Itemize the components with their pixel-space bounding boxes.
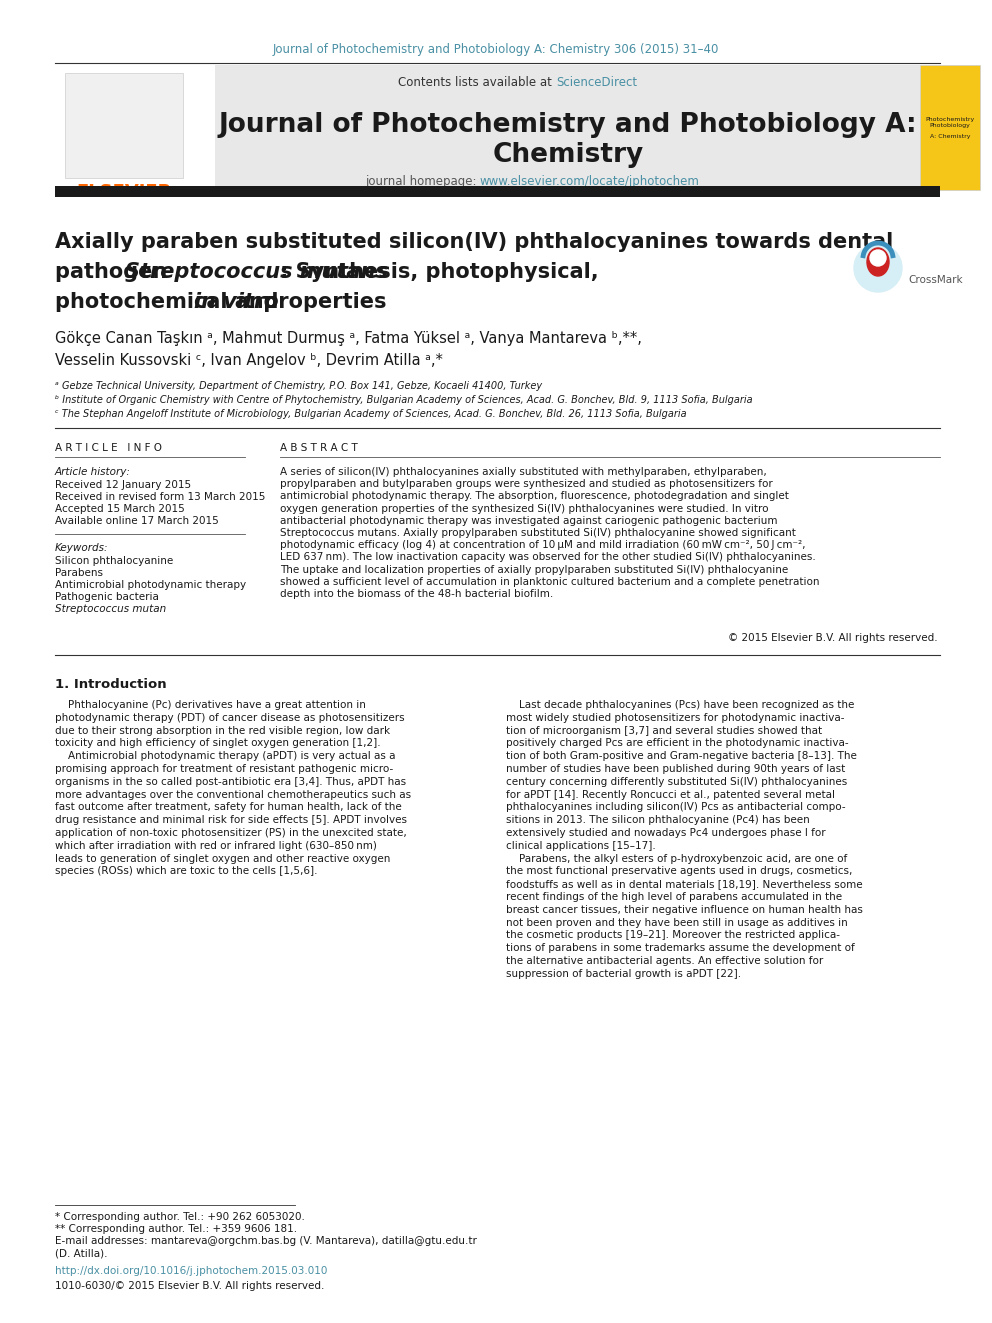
Text: The uptake and localization properties of axially propylparaben substituted Si(I: The uptake and localization properties o… <box>280 565 789 574</box>
Text: toxicity and high efficiency of singlet oxygen generation [1,2].: toxicity and high efficiency of singlet … <box>55 738 381 749</box>
Text: Streptococcus mutan: Streptococcus mutan <box>55 605 167 614</box>
Text: Streptococcus mutans: Streptococcus mutans <box>125 262 388 282</box>
Bar <box>920 65 980 191</box>
Text: clinical applications [15–17].: clinical applications [15–17]. <box>506 841 656 851</box>
Bar <box>215 65 920 191</box>
Text: sitions in 2013. The silicon phthalocyanine (Pc4) has been: sitions in 2013. The silicon phthalocyan… <box>506 815 809 826</box>
Text: showed a sufficient level of accumulation in planktonic cultured bacterium and a: showed a sufficient level of accumulatio… <box>280 577 819 587</box>
Text: journal homepage:: journal homepage: <box>365 176 480 188</box>
Text: photochemical and: photochemical and <box>55 292 286 312</box>
Text: ᶜ The Stephan Angeloff Institute of Microbiology, Bulgarian Academy of Sciences,: ᶜ The Stephan Angeloff Institute of Micr… <box>55 409 686 419</box>
Text: 1010-6030/© 2015 Elsevier B.V. All rights reserved.: 1010-6030/© 2015 Elsevier B.V. All right… <box>55 1281 324 1291</box>
Text: Streptococcus mutans. Axially propylparaben substituted Si(IV) phthalocyanine sh: Streptococcus mutans. Axially propylpara… <box>280 528 796 538</box>
Text: antimicrobial photodynamic therapy. The absorption, fluorescence, photodegradati: antimicrobial photodynamic therapy. The … <box>280 491 789 501</box>
Text: Axially paraben substituted silicon(IV) phthalocyanines towards dental: Axially paraben substituted silicon(IV) … <box>55 232 893 251</box>
Text: recent findings of the high level of parabens accumulated in the: recent findings of the high level of par… <box>506 892 842 902</box>
Circle shape <box>870 250 886 266</box>
Text: properties: properties <box>257 292 387 312</box>
Text: number of studies have been published during 90th years of last: number of studies have been published du… <box>506 763 845 774</box>
Text: the alternative antibacterial agents. An effective solution for: the alternative antibacterial agents. An… <box>506 957 823 966</box>
Text: Received in revised form 13 March 2015: Received in revised form 13 March 2015 <box>55 492 266 501</box>
Circle shape <box>854 243 902 292</box>
Text: A R T I C L E   I N F O: A R T I C L E I N F O <box>55 443 162 452</box>
Text: Accepted 15 March 2015: Accepted 15 March 2015 <box>55 504 185 515</box>
Text: pathogen: pathogen <box>55 262 175 282</box>
Text: extensively studied and nowadays Pc4 undergoes phase I for: extensively studied and nowadays Pc4 und… <box>506 828 825 837</box>
Text: ᵇ Institute of Organic Chemistry with Centre of Phytochemistry, Bulgarian Academ: ᵇ Institute of Organic Chemistry with Ce… <box>55 396 753 405</box>
Text: Antimicrobial photodynamic therapy (aPDT) is very actual as a: Antimicrobial photodynamic therapy (aPDT… <box>55 751 396 761</box>
Text: Vesselin Kussovski ᶜ, Ivan Angelov ᵇ, Devrim Atilla ᵃ,*: Vesselin Kussovski ᶜ, Ivan Angelov ᵇ, De… <box>55 352 442 368</box>
Text: tion of microorganism [3,7] and several studies showed that: tion of microorganism [3,7] and several … <box>506 725 822 736</box>
Text: Keywords:: Keywords: <box>55 542 108 553</box>
Text: : Synthesis, photophysical,: : Synthesis, photophysical, <box>280 262 598 282</box>
Text: century concerning differently substituted Si(IV) phthalocyanines: century concerning differently substitut… <box>506 777 847 787</box>
Text: positively charged Pcs are efficient in the photodynamic inactiva-: positively charged Pcs are efficient in … <box>506 738 848 749</box>
Text: A series of silicon(IV) phthalocyanines axially substituted with methylparaben, : A series of silicon(IV) phthalocyanines … <box>280 467 767 478</box>
Text: promising approach for treatment of resistant pathogenic micro-: promising approach for treatment of resi… <box>55 763 393 774</box>
Text: application of non-toxic photosensitizer (PS) in the unexcited state,: application of non-toxic photosensitizer… <box>55 828 407 837</box>
Text: due to their strong absorption in the red visible region, low dark: due to their strong absorption in the re… <box>55 725 390 736</box>
Text: drug resistance and minimal risk for side effects [5]. APDT involves: drug resistance and minimal risk for sid… <box>55 815 407 826</box>
Text: Contents lists available at: Contents lists available at <box>399 77 556 90</box>
Text: foodstuffs as well as in dental materials [18,19]. Nevertheless some: foodstuffs as well as in dental material… <box>506 880 863 889</box>
Text: Last decade phthalocyanines (Pcs) have been recognized as the: Last decade phthalocyanines (Pcs) have b… <box>506 700 854 710</box>
Text: fast outcome after treatment, safety for human health, lack of the: fast outcome after treatment, safety for… <box>55 803 402 812</box>
Text: Parabens, the alkyl esters of p-hydroxybenzoic acid, are one of: Parabens, the alkyl esters of p-hydroxyb… <box>506 853 847 864</box>
Text: phthalocyanines including silicon(IV) Pcs as antibacterial compo-: phthalocyanines including silicon(IV) Pc… <box>506 803 845 812</box>
Text: A B S T R A C T: A B S T R A C T <box>280 443 358 452</box>
Text: breast cancer tissues, their negative influence on human health has: breast cancer tissues, their negative in… <box>506 905 863 914</box>
Text: most widely studied photosensitizers for photodynamic inactiva-: most widely studied photosensitizers for… <box>506 713 844 722</box>
Ellipse shape <box>867 247 889 277</box>
Text: Gökçe Canan Taşkın ᵃ, Mahmut Durmuş ᵃ, Fatma Yüksel ᵃ, Vanya Mantareva ᵇ,**,: Gökçe Canan Taşkın ᵃ, Mahmut Durmuş ᵃ, F… <box>55 331 642 345</box>
Text: Antimicrobial photodynamic therapy: Antimicrobial photodynamic therapy <box>55 579 246 590</box>
Text: Chemistry: Chemistry <box>492 142 644 168</box>
Text: http://dx.doi.org/10.1016/j.jphotochem.2015.03.010: http://dx.doi.org/10.1016/j.jphotochem.2… <box>55 1266 327 1275</box>
Text: LED 637 nm). The low inactivation capacity was observed for the other studied Si: LED 637 nm). The low inactivation capaci… <box>280 553 815 562</box>
Text: 1. Introduction: 1. Introduction <box>55 679 167 692</box>
Bar <box>55 187 940 197</box>
Text: which after irradiation with red or infrared light (630–850 nm): which after irradiation with red or infr… <box>55 841 377 851</box>
Text: ᵃ Gebze Technical University, Department of Chemistry, P.O. Box 141, Gebze, Koca: ᵃ Gebze Technical University, Department… <box>55 381 542 392</box>
Text: Journal of Photochemistry and Photobiology A:: Journal of Photochemistry and Photobiolo… <box>218 112 918 138</box>
Text: not been proven and they have been still in usage as additives in: not been proven and they have been still… <box>506 918 848 927</box>
Text: Silicon phthalocyanine: Silicon phthalocyanine <box>55 556 174 566</box>
Text: * Corresponding author. Tel.: +90 262 6053020.: * Corresponding author. Tel.: +90 262 60… <box>55 1212 305 1222</box>
Text: Article history:: Article history: <box>55 467 131 478</box>
Text: © 2015 Elsevier B.V. All rights reserved.: © 2015 Elsevier B.V. All rights reserved… <box>728 632 938 643</box>
Text: propylparaben and butylparaben groups were synthesized and studied as photosensi: propylparaben and butylparaben groups we… <box>280 479 773 490</box>
Bar <box>65 73 183 179</box>
Text: Journal of Photochemistry and Photobiology A: Chemistry 306 (2015) 31–40: Journal of Photochemistry and Photobiolo… <box>273 44 719 57</box>
Text: www.elsevier.com/locate/jphotochem: www.elsevier.com/locate/jphotochem <box>480 176 700 188</box>
Text: Pathogenic bacteria: Pathogenic bacteria <box>55 591 159 602</box>
Text: organisms in the so called post-antibiotic era [3,4]. Thus, aPDT has: organisms in the so called post-antibiot… <box>55 777 406 787</box>
Text: Phthalocyanine (Pc) derivatives have a great attention in: Phthalocyanine (Pc) derivatives have a g… <box>55 700 366 710</box>
Text: antibacterial photodynamic therapy was investigated against cariogenic pathogeni: antibacterial photodynamic therapy was i… <box>280 516 778 525</box>
Text: (D. Atilla).: (D. Atilla). <box>55 1248 107 1258</box>
Text: Photochemistry
Photobiology

A: Chemistry: Photochemistry Photobiology A: Chemistry <box>926 116 974 139</box>
Text: ELSEVIER: ELSEVIER <box>76 183 172 201</box>
Text: oxygen generation properties of the synthesized Si(IV) phthalocyanines were stud: oxygen generation properties of the synt… <box>280 504 769 513</box>
Text: ScienceDirect: ScienceDirect <box>556 77 637 90</box>
Text: for aPDT [14]. Recently Roncucci et al., patented several metal: for aPDT [14]. Recently Roncucci et al.,… <box>506 790 835 799</box>
Text: E-mail addresses: mantareva@orgchm.bas.bg (V. Mantareva), datilla@gtu.edu.tr: E-mail addresses: mantareva@orgchm.bas.b… <box>55 1236 477 1246</box>
Text: tion of both Gram-positive and Gram-negative bacteria [8–13]. The: tion of both Gram-positive and Gram-nega… <box>506 751 857 761</box>
Text: species (ROSs) which are toxic to the cells [1,5,6].: species (ROSs) which are toxic to the ce… <box>55 867 317 876</box>
Text: Parabens: Parabens <box>55 568 103 578</box>
Text: in vitro: in vitro <box>194 292 279 312</box>
Text: tions of parabens in some trademarks assume the development of: tions of parabens in some trademarks ass… <box>506 943 855 953</box>
Text: ** Corresponding author. Tel.: +359 9606 181.: ** Corresponding author. Tel.: +359 9606… <box>55 1224 298 1234</box>
Text: suppression of bacterial growth is aPDT [22].: suppression of bacterial growth is aPDT … <box>506 968 741 979</box>
Text: Received 12 January 2015: Received 12 January 2015 <box>55 480 191 490</box>
Text: CrossMark: CrossMark <box>908 275 962 284</box>
Text: leads to generation of singlet oxygen and other reactive oxygen: leads to generation of singlet oxygen an… <box>55 853 391 864</box>
Text: more advantages over the conventional chemotherapeutics such as: more advantages over the conventional ch… <box>55 790 411 799</box>
Text: depth into the biomass of the 48-h bacterial biofilm.: depth into the biomass of the 48-h bacte… <box>280 589 554 599</box>
Text: Available online 17 March 2015: Available online 17 March 2015 <box>55 516 219 527</box>
Text: photodynamic efficacy (log 4) at concentration of 10 μM and mild irradiation (60: photodynamic efficacy (log 4) at concent… <box>280 540 806 550</box>
Text: photodynamic therapy (PDT) of cancer disease as photosensitizers: photodynamic therapy (PDT) of cancer dis… <box>55 713 405 722</box>
Text: the cosmetic products [19–21]. Moreover the restricted applica-: the cosmetic products [19–21]. Moreover … <box>506 930 840 941</box>
Text: the most functional preservative agents used in drugs, cosmetics,: the most functional preservative agents … <box>506 867 852 876</box>
